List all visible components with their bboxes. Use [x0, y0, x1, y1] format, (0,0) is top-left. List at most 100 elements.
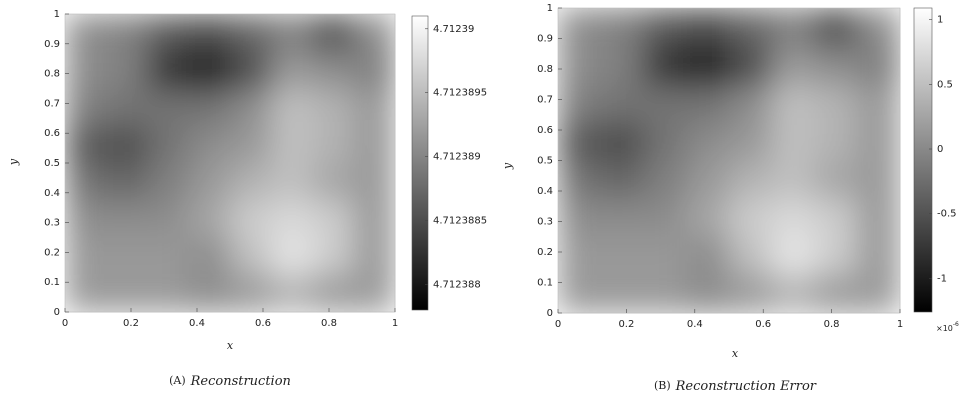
x-tick-label: 0.2 — [618, 319, 634, 330]
y-tick-label: 0.2 — [537, 247, 553, 258]
heatmap-cell — [271, 163, 313, 201]
heatmap-cell — [353, 125, 396, 164]
heatmap-cell — [106, 51, 148, 89]
heatmap-cell — [857, 46, 901, 85]
heatmap-cell — [814, 274, 858, 314]
heatmap-cell — [729, 236, 773, 276]
y-tick-label: 0.7 — [44, 98, 60, 109]
y-tick-label: 1 — [54, 9, 60, 20]
heatmap-cell — [771, 274, 815, 314]
heatmap-cell — [65, 88, 107, 127]
heatmap-cell — [106, 14, 148, 52]
heatmap-cell — [729, 8, 773, 47]
colorbar-exponent: ×10-6 — [936, 321, 959, 333]
heatmap-cell — [353, 14, 396, 52]
heatmap-cell — [312, 163, 355, 201]
y-tick-label: 0.6 — [44, 128, 60, 139]
heatmap-cell — [558, 236, 602, 276]
heatmap-cell — [600, 122, 644, 161]
heatmap-cell — [230, 51, 272, 89]
heatmap-cell — [188, 14, 231, 52]
heatmap-cell — [686, 8, 730, 47]
heatmap-cell — [271, 51, 313, 89]
heatmap-cell — [643, 236, 687, 276]
heatmap-cell — [188, 274, 231, 313]
heatmap-cell — [814, 160, 858, 200]
heatmap-cell — [65, 200, 107, 238]
heatmap-cell — [643, 8, 687, 47]
heatmap-cell — [230, 274, 272, 313]
heatmap-cell — [271, 200, 313, 238]
heatmap-cell — [65, 125, 107, 164]
x-axis-label: x — [732, 347, 739, 360]
heatmap-cell — [686, 198, 730, 238]
heatmap-cell — [771, 122, 815, 161]
heatmap-cell — [230, 88, 272, 127]
heatmap-cell — [686, 160, 730, 200]
heatmap-cell — [814, 198, 858, 238]
x-tick-label: 0.8 — [824, 319, 840, 330]
heatmap-cell — [686, 46, 730, 85]
heatmap-cell — [686, 274, 730, 314]
heatmap-cell — [814, 8, 858, 47]
heatmap-cell — [271, 14, 313, 52]
colorbar-tick-label: -1 — [937, 273, 947, 284]
heatmap-cell — [771, 198, 815, 238]
y-axis-label: y — [7, 158, 20, 166]
heatmap-cell — [558, 122, 602, 161]
x-tick-label: 1 — [392, 318, 398, 329]
heatmap-cell — [771, 160, 815, 200]
heatmap-cell — [857, 84, 901, 123]
y-axis-label: y — [501, 162, 514, 170]
heatmap-cell — [771, 84, 815, 123]
heatmap-cell — [188, 200, 231, 238]
y-tick-label: 0.2 — [44, 247, 60, 258]
y-tick-label: 0.7 — [537, 95, 553, 106]
x-tick-label: 0 — [555, 319, 561, 330]
heatmap-cell — [147, 163, 190, 201]
caption-text: Reconstruction Error — [675, 379, 817, 394]
y-tick-label: 1 — [547, 3, 553, 14]
heatmap-cell — [312, 200, 355, 238]
x-tick-label: 0.6 — [255, 318, 271, 329]
heatmap-cell — [771, 8, 815, 47]
heatmap-cell — [729, 46, 773, 85]
heatmap-cell — [353, 274, 396, 313]
heatmap-cell — [686, 84, 730, 123]
x-tick-label: 0.4 — [687, 319, 703, 330]
heatmap-cell — [312, 274, 355, 313]
x-tick-label: 0.8 — [321, 318, 337, 329]
heatmap-cell — [857, 198, 901, 238]
x-tick-label: 0.2 — [123, 318, 139, 329]
caption-text: Reconstruction — [190, 374, 291, 389]
heatmap-cell — [188, 51, 231, 89]
colorbar-tick-label: 4.712388 — [433, 279, 481, 290]
heatmap-cell — [600, 46, 644, 85]
heatmap-cell — [814, 236, 858, 276]
heatmap-cell — [558, 84, 602, 123]
heatmap-cell — [771, 46, 815, 85]
heatmap-cell — [188, 163, 231, 201]
x-tick-label: 1 — [897, 319, 903, 330]
heatmap-cell — [558, 46, 602, 85]
heatmap-cell — [857, 160, 901, 200]
heatmap-cell — [230, 125, 272, 164]
caption-label: (B) — [654, 379, 671, 392]
y-tick-label: 0.1 — [537, 278, 553, 289]
y-tick-label: 0.6 — [537, 125, 553, 136]
x-tick-label: 0 — [62, 318, 68, 329]
heatmap-cell — [147, 14, 190, 52]
heatmap-cell — [271, 237, 313, 276]
y-tick-label: 0 — [54, 307, 60, 318]
heatmap-cell — [729, 122, 773, 161]
heatmap-cell — [600, 160, 644, 200]
heatmap-cell — [230, 237, 272, 276]
exponent-power: -6 — [953, 321, 959, 328]
heatmap-cell — [106, 237, 148, 276]
y-tick-label: 0.3 — [44, 218, 60, 229]
heatmap-cell — [353, 88, 396, 127]
x-axis-label: x — [227, 339, 234, 352]
heatmap-cell — [686, 122, 730, 161]
heatmap-cell — [643, 122, 687, 161]
